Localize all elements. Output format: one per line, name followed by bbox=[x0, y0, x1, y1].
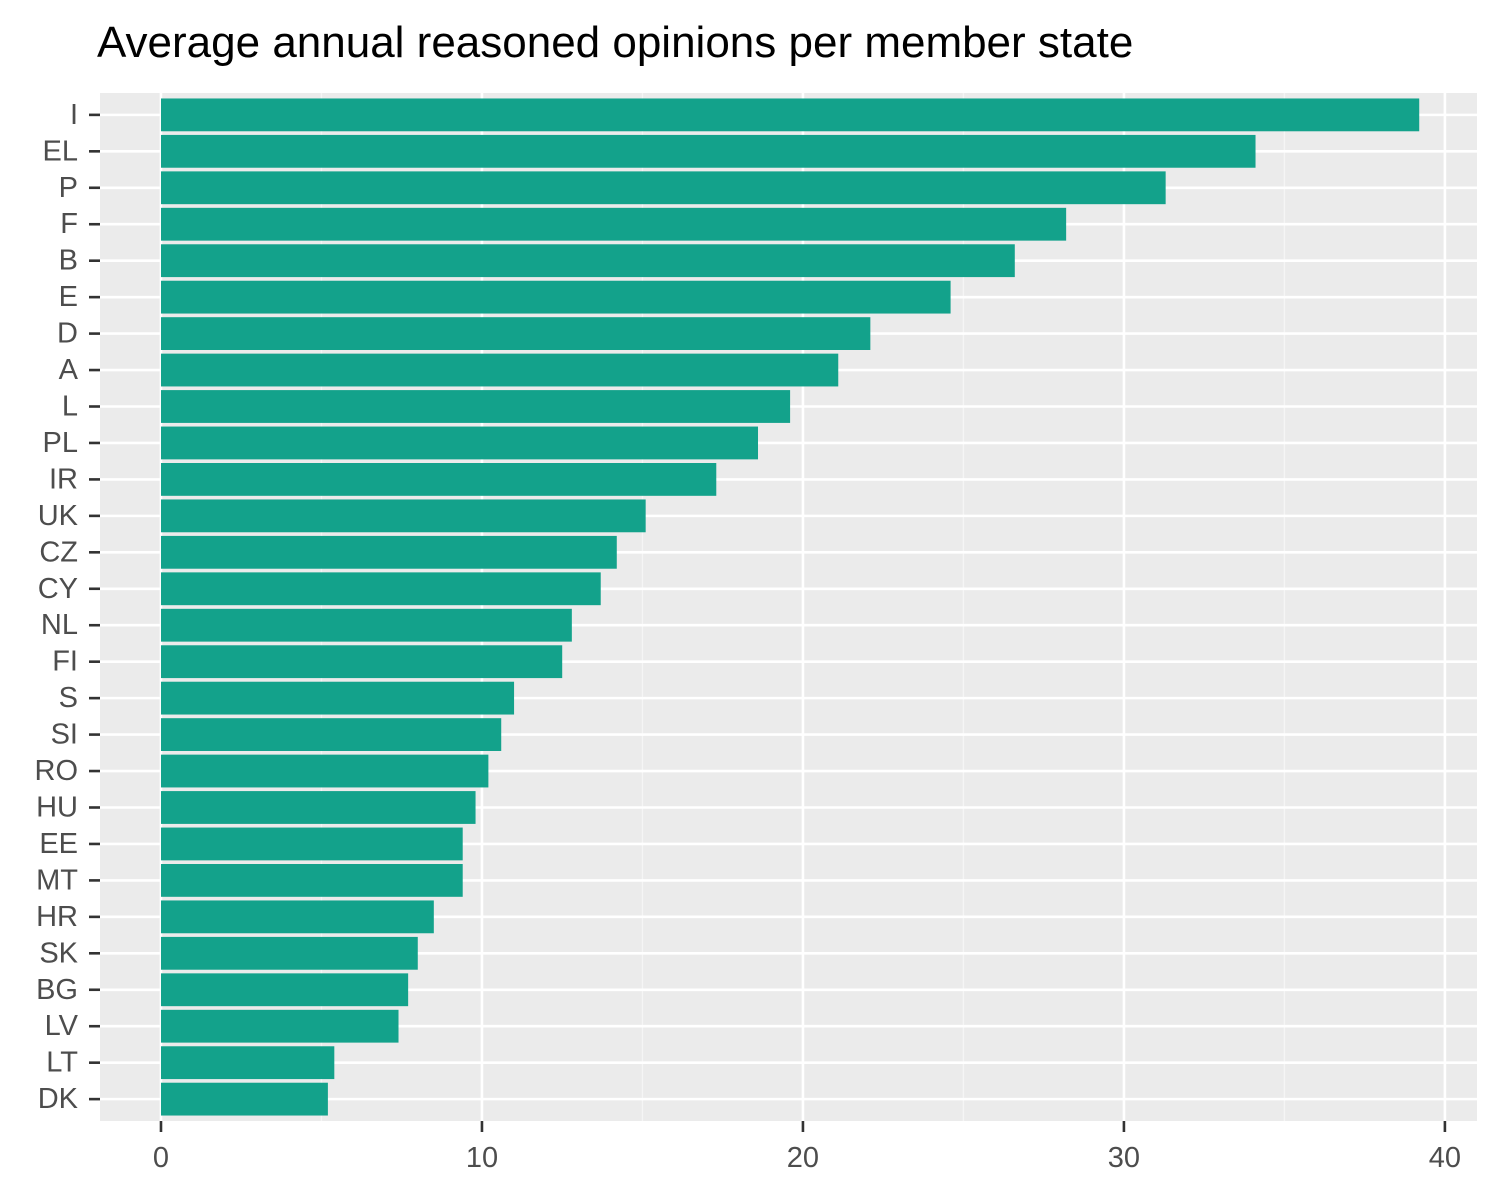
bar-si bbox=[160, 718, 502, 751]
bar-b bbox=[160, 244, 1015, 278]
y-tick-label: RO bbox=[35, 755, 79, 787]
y-tick-label: FI bbox=[52, 646, 78, 678]
y-tick-label: CY bbox=[38, 573, 78, 605]
x-axis: 0 10 20 30 40 bbox=[153, 1121, 1461, 1174]
bar-cy bbox=[160, 572, 601, 606]
y-tick-label: F bbox=[60, 208, 78, 240]
y-tick-label: A bbox=[59, 354, 79, 386]
y-tick-label: EE bbox=[39, 828, 78, 860]
x-tick-label: 10 bbox=[466, 1142, 498, 1174]
y-tick-label: P bbox=[59, 172, 78, 204]
bar-uk bbox=[160, 499, 646, 533]
y-tick-label: PL bbox=[43, 427, 78, 459]
y-tick-label: NL bbox=[41, 609, 78, 641]
y-tick-label: LT bbox=[46, 1047, 78, 1079]
x-tick-label: 0 bbox=[153, 1142, 169, 1174]
bar-pl bbox=[160, 426, 759, 460]
y-tick-label: SI bbox=[51, 719, 78, 751]
bar-f bbox=[160, 207, 1067, 241]
chart-title: Average annual reasoned opinions per mem… bbox=[97, 18, 1134, 67]
bar-l bbox=[160, 390, 791, 423]
y-tick-label: CZ bbox=[39, 536, 78, 568]
bar-ee bbox=[160, 827, 463, 861]
bar-s bbox=[160, 681, 515, 715]
bar-ro bbox=[160, 754, 489, 788]
x-tick-label: 20 bbox=[787, 1142, 819, 1174]
y-tick-label: BG bbox=[36, 974, 78, 1006]
y-tick-label: EL bbox=[43, 135, 78, 167]
bar-sk bbox=[160, 936, 418, 970]
bar-cz bbox=[160, 535, 617, 569]
bar-lt bbox=[160, 1046, 335, 1080]
y-tick-label: IR bbox=[49, 463, 78, 495]
x-tick-label: 40 bbox=[1429, 1142, 1461, 1174]
y-tick-label: S bbox=[59, 682, 78, 714]
bar-d bbox=[160, 317, 871, 350]
bar-mt bbox=[160, 864, 463, 897]
y-tick-label: DK bbox=[38, 1083, 79, 1115]
bar-dk bbox=[160, 1082, 328, 1116]
y-tick-label: I bbox=[70, 99, 78, 131]
bar-el bbox=[160, 134, 1256, 168]
y-tick-label: D bbox=[57, 318, 78, 350]
bars bbox=[160, 98, 1420, 1116]
y-tick-label: SK bbox=[39, 937, 78, 969]
bar-a bbox=[160, 353, 839, 387]
bar-ir bbox=[160, 463, 717, 496]
bar-hu bbox=[160, 791, 476, 824]
x-tick-label: 30 bbox=[1108, 1142, 1140, 1174]
bar-bg bbox=[160, 973, 409, 1007]
bar-lv bbox=[160, 1009, 399, 1043]
y-tick-label: UK bbox=[38, 500, 79, 532]
y-tick-label: B bbox=[59, 245, 78, 277]
y-tick-label: L bbox=[62, 391, 78, 423]
y-tick-label: HR bbox=[36, 901, 78, 933]
y-tick-label: HU bbox=[36, 791, 78, 823]
bar-hr bbox=[160, 900, 434, 934]
y-tick-label: LV bbox=[45, 1010, 79, 1042]
bar-e bbox=[160, 280, 951, 314]
y-tick-label: MT bbox=[36, 864, 78, 896]
bar-nl bbox=[160, 608, 572, 642]
y-tick-label: E bbox=[59, 281, 78, 313]
bar-fi bbox=[160, 645, 563, 679]
bar-p bbox=[160, 171, 1166, 205]
bar-i bbox=[160, 98, 1420, 132]
